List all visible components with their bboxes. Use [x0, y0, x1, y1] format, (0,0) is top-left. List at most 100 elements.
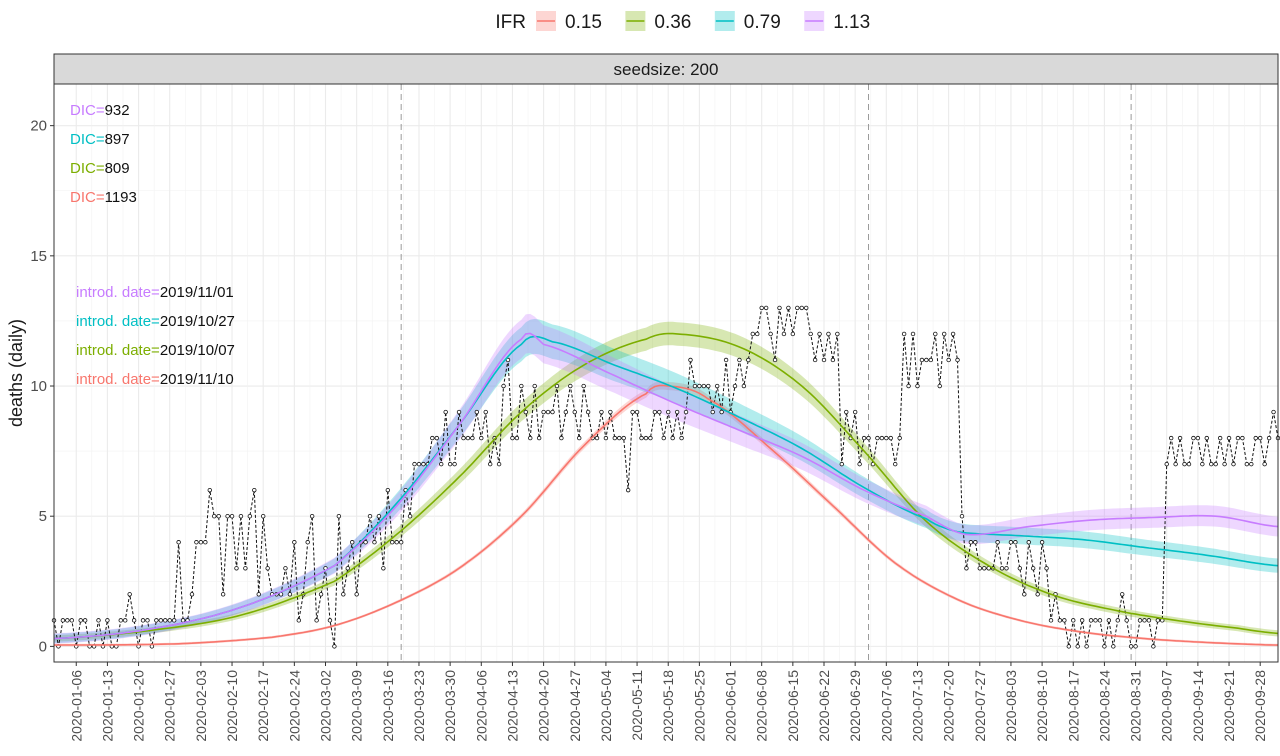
observed-point — [194, 540, 199, 545]
observed-point — [1079, 618, 1085, 623]
observed-point — [915, 383, 920, 389]
observed-point — [376, 513, 382, 519]
observed-point — [759, 305, 764, 311]
observed-point — [550, 409, 555, 415]
x-tick-label: 2020-01-20 — [131, 670, 147, 742]
observed-point — [1200, 461, 1205, 467]
observed-point — [1026, 540, 1031, 545]
observed-point — [968, 540, 974, 545]
observed-point — [959, 513, 965, 519]
curve-0.36 — [53, 332, 1279, 640]
observed-point — [505, 357, 511, 363]
x-tick-label: 2020-02-10 — [224, 670, 240, 742]
x-tick-label: 2020-08-24 — [1096, 670, 1112, 742]
observed-point — [1013, 540, 1018, 545]
observed-point — [839, 461, 845, 467]
observed-point — [456, 409, 462, 415]
introd-annotation-label: introd. date= — [76, 371, 160, 388]
observed-point — [652, 409, 658, 415]
x-tick-label: 2020-09-14 — [1190, 670, 1206, 742]
observed-point — [1062, 618, 1067, 623]
observed-point — [528, 435, 533, 441]
observed-point — [875, 435, 880, 441]
observed-point — [1106, 618, 1112, 623]
observed-point — [643, 435, 649, 441]
x-axis: 2020-01-06 2020-01-13 2020-01-20 2020-01-27… — [68, 662, 1268, 742]
panel-strip — [53, 53, 1279, 85]
dic-annotation: DIC=932 — [70, 102, 130, 119]
observed-point — [496, 461, 502, 467]
observed-point — [140, 618, 146, 623]
legend: IFR 0.15 0.36 0.79 1.13 — [495, 11, 870, 33]
observed-point — [176, 540, 181, 545]
x-tick-label: 2020-08-03 — [1003, 670, 1019, 742]
observed-point — [852, 409, 858, 415]
legend-label-1.13: 1.13 — [833, 12, 870, 33]
observed-point — [1004, 566, 1009, 571]
x-tick-label: 2020-06-22 — [816, 670, 832, 742]
observed-point — [795, 305, 800, 311]
observed-point — [305, 540, 310, 545]
observed-point — [439, 461, 444, 467]
x-tick-label: 2020-06-15 — [785, 670, 801, 742]
observed-point — [950, 331, 956, 337]
observed-point — [559, 435, 564, 441]
observed-point — [821, 357, 827, 363]
observed-point — [928, 357, 934, 363]
observed-point — [1173, 461, 1178, 467]
observed-point — [861, 435, 867, 441]
x-tick-label: 2020-08-10 — [1034, 670, 1050, 742]
observed-point — [510, 435, 515, 441]
observed-point — [1226, 435, 1232, 441]
observed-point — [750, 331, 755, 337]
observed-point — [367, 513, 373, 519]
reference-lines — [400, 84, 1132, 662]
x-tick-label: 2020-01-27 — [162, 670, 178, 742]
observed-point — [238, 513, 244, 519]
x-tick-label: 2020-07-27 — [972, 670, 988, 742]
dic-annotation-value: 809 — [105, 160, 130, 177]
observed-point — [470, 435, 475, 441]
observed-point — [1191, 435, 1196, 441]
observed-point — [781, 331, 787, 337]
x-tick-label: 2020-03-02 — [318, 670, 334, 742]
observed-point — [430, 435, 435, 441]
y-tick-label: 5 — [39, 508, 47, 525]
observed-point — [692, 383, 698, 389]
observed-point — [817, 331, 822, 337]
observed-point — [581, 383, 586, 389]
observed-point — [1213, 461, 1218, 467]
observed-point — [1128, 644, 1134, 649]
observed-point — [407, 513, 413, 519]
observed-point — [350, 540, 355, 545]
legend-label-0.36: 0.36 — [654, 12, 691, 33]
dic-annotation-label: DIC= — [70, 160, 105, 177]
observed-point — [390, 540, 395, 545]
observed-point — [487, 461, 493, 467]
observed-point — [394, 540, 399, 545]
dic-annotation-label: DIC= — [70, 102, 105, 119]
observed-point — [554, 383, 560, 389]
observed-point — [835, 331, 840, 337]
curve-0.15 — [54, 384, 1279, 646]
dic-annotation: DIC=1193 — [70, 189, 137, 206]
observed-point — [332, 644, 337, 649]
observed-point — [243, 566, 248, 571]
observed-point — [447, 461, 453, 467]
observed-point — [572, 409, 577, 415]
observed-point — [1075, 644, 1080, 649]
observed-point — [483, 409, 488, 415]
observed-point — [661, 435, 666, 441]
observed-point — [919, 357, 925, 363]
observed-point — [1195, 435, 1201, 441]
observed-point — [220, 592, 226, 597]
observed-point — [666, 409, 671, 415]
observed-point — [741, 383, 747, 389]
observed-point — [888, 435, 893, 441]
observed-point — [131, 618, 137, 623]
observed-point — [523, 409, 528, 415]
observed-point — [225, 513, 230, 519]
observed-point — [563, 409, 569, 415]
grid-lines — [54, 84, 1278, 662]
